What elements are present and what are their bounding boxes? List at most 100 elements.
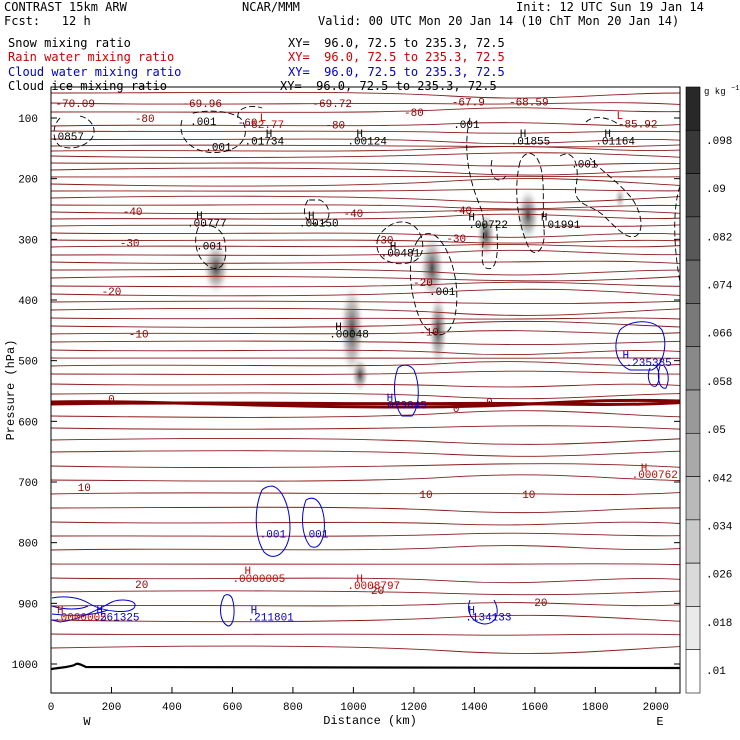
x-tick-label: 2000: [643, 702, 669, 714]
isotherm-label: 20: [371, 586, 384, 598]
isotherm-label: 0: [486, 397, 493, 409]
colorbar-tick-label: .09: [706, 184, 726, 196]
isotherm-label: -60: [238, 118, 258, 130]
isotherm-line: [51, 204, 680, 210]
x-tick-label: 800: [283, 702, 303, 714]
valid-time: Valid: 00 UTC Mon 20 Jan 14 (10 ChT Mon …: [318, 14, 680, 28]
isotherm-label: -10: [419, 328, 439, 340]
cloud-ice-contour: [237, 106, 263, 119]
isotherm-label: 10: [522, 490, 535, 502]
cloud-water-contour: [468, 599, 498, 625]
extremum-label: .261325: [93, 613, 139, 625]
extremum-label: .00777: [187, 218, 227, 230]
isotherm-line: [51, 590, 680, 596]
x-tick-label: 1200: [401, 702, 427, 714]
colorbar-swatch: [685, 129, 701, 174]
isotherm-line: [51, 175, 680, 178]
x-tick-label: 600: [223, 702, 243, 714]
extremum-label: H: [387, 393, 394, 405]
snow-core: [614, 186, 626, 210]
isotherm-label: -70.09: [55, 99, 95, 111]
extremum-label: .00124: [347, 136, 387, 148]
isotherm-label: 10: [78, 483, 91, 495]
isotherm-line: [51, 532, 680, 537]
init-time: Init: 12 UTC Sun 19 Jan 14: [516, 0, 704, 14]
isotherm-line: [51, 268, 680, 276]
extremum-label: .0000005: [232, 574, 285, 586]
isotherm-line: [51, 330, 680, 335]
isotherm-line: [51, 474, 680, 482]
isotherm-line: [51, 239, 680, 244]
extremum-label: H: [390, 241, 397, 253]
extremum-label: H: [468, 605, 475, 617]
isotherm-line: [51, 425, 680, 430]
colorbar-swatch: [685, 519, 701, 564]
isotherm-zero-line: [51, 398, 680, 409]
extremum-label: H: [356, 129, 363, 141]
isotherm-label: -30: [446, 234, 466, 246]
colorbar-tick-label: .066: [706, 329, 732, 341]
isotherm-label: -80: [325, 121, 345, 133]
isotherm-line: [51, 260, 680, 264]
isotherm-line: [51, 521, 680, 526]
isotherm-line: [51, 370, 680, 375]
extremum-label: .00150: [299, 218, 339, 230]
extremum-label: .0000005: [54, 613, 107, 625]
extremum-label: .001: [571, 160, 598, 172]
isotherm-label: -30: [120, 238, 140, 250]
isotherm-line: [51, 152, 680, 158]
colorbar-tick-label: .074: [706, 281, 733, 293]
isotherm-label: -10: [129, 329, 149, 341]
temperature-contours: [51, 91, 680, 671]
extremum-label: .000762: [632, 470, 678, 482]
y-tick-label: 700: [18, 478, 38, 490]
isotherm-label: -69.96: [182, 99, 222, 111]
isotherm-line: [51, 340, 680, 346]
cloud-water-contour: [51, 609, 109, 616]
isotherm-label: -40: [452, 206, 472, 218]
x-tick-label: 1400: [461, 702, 487, 714]
isotherm-line: [51, 195, 680, 203]
isotherm-line: [51, 317, 680, 320]
colorbar-tick-label: .034: [706, 521, 733, 533]
extremum-label: H: [468, 212, 475, 224]
x-end-right: E: [656, 715, 663, 729]
extremum-label: .001: [302, 530, 329, 542]
isotherm-line: [51, 450, 680, 457]
x-tick-label: 1000: [340, 702, 366, 714]
extremum-label: .001: [260, 530, 287, 542]
extremum-label: H: [541, 212, 548, 224]
isotherm-line: [51, 545, 680, 551]
isotherm-line: [51, 438, 680, 445]
isotherm-line: [51, 130, 680, 134]
isotherm-line: [51, 614, 680, 623]
isotherm-line: [51, 145, 680, 152]
y-tick-label: 800: [18, 539, 38, 551]
isotherm-line: [51, 107, 680, 113]
snow-core: [428, 290, 448, 370]
isotherm-line: [51, 144, 680, 148]
isotherm-label: -67.9: [452, 98, 485, 110]
colorbar: .01 .018 .026 .034 .042 .05 .058 .066 .074 .082 .0…: [685, 85, 739, 694]
cloud-ice-contour: [180, 110, 246, 154]
isotherm-line: [51, 506, 680, 514]
y-tick-label: 100: [18, 114, 38, 126]
colorbar-swatch: [685, 346, 701, 391]
field-name-cloud-ice: Cloud ice mixing ratio: [8, 79, 167, 93]
isotherm-line: [51, 138, 680, 145]
colorbar-swatch: [685, 432, 701, 477]
extremum-label: .01991: [541, 220, 581, 232]
isotherm-label: -68.59: [509, 98, 549, 110]
forecast-hour: Fcst: 12 h: [4, 14, 91, 28]
field-xy-cloud-water: XY= 96.0, 72.5 to 235.3, 72.5: [288, 65, 505, 79]
colorbar-tick-label: .018: [706, 618, 732, 630]
colorbar-swatch: [685, 649, 701, 694]
isotherm-labels: -70.09 -69.96 -69.72 -67.9 -68.59 -80 -80 -80 -6…: [55, 98, 657, 610]
extremum-label: H: [356, 574, 363, 586]
x-axis-title: Distance (km): [323, 714, 417, 728]
mixing-ratio-contours: [51, 106, 680, 627]
cloud-ice-contour: [195, 224, 227, 269]
extremum-label: H: [57, 605, 64, 617]
x-tick-label: 1600: [522, 702, 548, 714]
colorbar-tick-label: .042: [706, 473, 732, 485]
